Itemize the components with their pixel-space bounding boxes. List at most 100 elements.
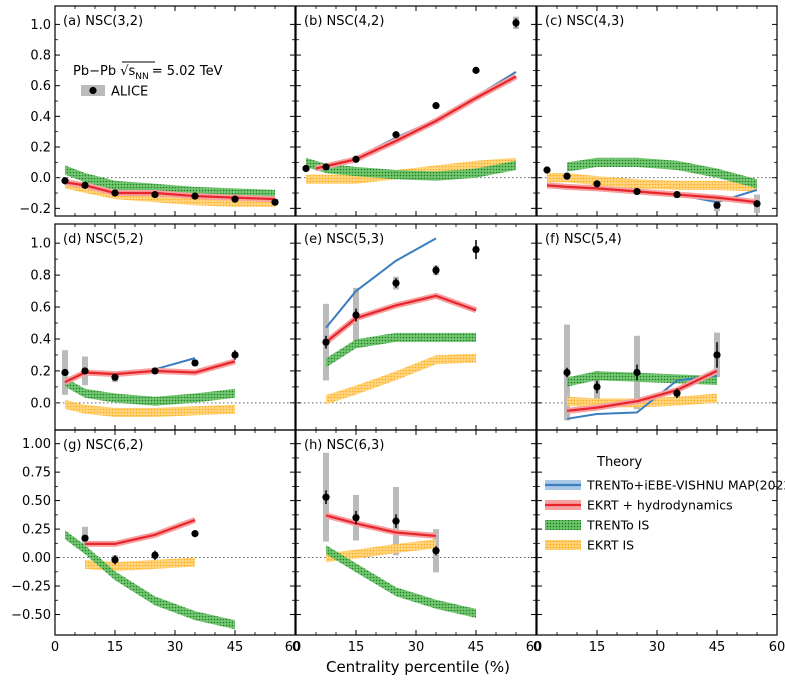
panel-frame-r2c2: 0 15 30 45 60 (533, 429, 785, 655)
collision-system-label: Pb−Pb √sNN = 5.02 TeV (73, 64, 223, 82)
alice-point (432, 266, 440, 274)
alice-legend-marker (89, 86, 97, 95)
alice-point (352, 155, 360, 163)
panel-frame-r2c1: 0 15 30 45 60 (292, 429, 542, 655)
panel-1: (b) NSC(4,2) (296, 14, 536, 184)
theory-legend-title: Theory (596, 455, 642, 470)
alice-point (673, 190, 681, 199)
panel-label: (d) NSC(5,2) (63, 232, 143, 247)
panel-frame-r1c0: 0.0 0.2 0.4 0.6 0.8 1.0 (30, 223, 296, 431)
ekrt-hydro-line (325, 294, 477, 344)
alice-point (322, 493, 330, 501)
trento-is-band (326, 332, 476, 368)
panel-border (536, 429, 778, 636)
y-tick-label: 1.00 (22, 437, 51, 452)
legend-label-ekrt_hydro: EKRT + hydrodynamics (587, 498, 733, 513)
alice-point (191, 530, 199, 538)
x-tick-label: 15 (589, 640, 606, 655)
alice-point (352, 514, 360, 522)
alice-point (271, 198, 279, 206)
panel-7: (h) NSC(6,3) (296, 438, 536, 618)
panel-4: (e) NSC(5,3) (296, 232, 536, 405)
legend-label-trento_vishnu: TRENTo+iEBE-VISHNU MAP(2022) (586, 478, 785, 493)
alice-point (472, 245, 480, 254)
y-tick-label: 0.8 (30, 49, 51, 64)
panel-frame-r0c0: −0.2 0.0 0.2 0.4 0.6 0.8 1.0 (19, 5, 296, 217)
alice-point (191, 192, 199, 200)
x-tick-label: 60 (769, 640, 785, 655)
x-tick-label: 45 (468, 640, 485, 655)
ekrt-hydro-line (566, 369, 718, 412)
panel-label: (a) NSC(3,2) (63, 14, 143, 29)
y-tick-label: 0.6 (30, 79, 51, 94)
trento-vishnu-line (566, 374, 718, 420)
legend-label-ekrt_is: EKRT IS (587, 538, 634, 553)
ekrt-hydro-line (315, 75, 517, 170)
panel-label: (c) NSC(4,3) (545, 14, 624, 29)
panel-5: (f) NSC(5,4) (537, 232, 777, 421)
alice-point (593, 180, 601, 188)
y-tick-label: −0.2 (19, 202, 51, 217)
panel-3: (d) NSC(5,2) (55, 232, 295, 417)
trento-is-band (306, 157, 516, 181)
alice-point (81, 367, 89, 375)
alice-point (352, 311, 360, 319)
alice-legend-label: ALICE (111, 85, 148, 100)
alice-point (81, 534, 89, 542)
x-tick-label: 45 (709, 640, 726, 655)
y-tick-label: 0.2 (30, 141, 51, 156)
legend-swatch-ekrt_is (545, 540, 581, 550)
panel-frame-r2c0: −0.50 −0.25 0.00 0.25 0.50 0.75 1.00 0 15 30 45 60 (11, 429, 302, 655)
alice-point (713, 351, 721, 359)
ekrt-is-band (65, 399, 235, 417)
y-tick-label: 0.75 (22, 466, 51, 481)
ekrt-hydro-line (85, 518, 196, 545)
alice-point (231, 351, 239, 359)
alice-point (151, 367, 159, 375)
alice-point (432, 547, 440, 555)
y-tick-label: 0.2 (30, 364, 51, 379)
trento-is-band (567, 157, 757, 189)
x-tick-label: 30 (408, 640, 425, 655)
alice-point (322, 338, 330, 346)
panel-0: (a) NSC(3,2) (55, 14, 295, 207)
trento-is-band (65, 530, 235, 630)
x-tick-label: 30 (167, 640, 184, 655)
alice-point (322, 163, 330, 171)
y-tick-label: 0.4 (30, 110, 51, 125)
panel-label: (e) NSC(5,3) (304, 232, 384, 247)
alice-point (633, 187, 641, 196)
y-tick-label: 1.0 (30, 18, 51, 33)
alice-point (302, 164, 310, 173)
trento-is-band (326, 545, 476, 618)
alice-point (151, 551, 159, 559)
panel-frame-r0c1 (295, 5, 537, 217)
ekrt-is-band (326, 353, 476, 405)
trento-is-band (65, 377, 235, 406)
alice-point (633, 368, 641, 377)
y-tick-label: 0.8 (30, 269, 51, 284)
alice-point (111, 556, 119, 564)
panel-frame-r0c2 (536, 5, 778, 217)
alice-point (61, 368, 69, 377)
trento-vishnu-line (325, 237, 437, 329)
y-tick-label: 0.50 (22, 494, 51, 509)
x-tick-label: 45 (227, 640, 244, 655)
alice-point (753, 200, 761, 208)
ekrt-hydro-line (325, 514, 437, 538)
x-tick-label: 30 (649, 640, 666, 655)
panel-label: (h) NSC(6,3) (304, 438, 384, 453)
alice-point (61, 177, 69, 185)
alice-point (563, 368, 571, 377)
x-tick-label: 60 (285, 640, 302, 655)
alice-point (593, 383, 601, 391)
alice-point (392, 131, 400, 139)
y-tick-label: 0.4 (30, 332, 51, 347)
ekrt-hydro-band (85, 517, 197, 547)
alice-point (563, 172, 571, 180)
panel-label: (g) NSC(6,2) (63, 438, 143, 453)
alice-point (111, 189, 119, 197)
alice-point (543, 166, 551, 174)
alice-point (512, 19, 520, 27)
